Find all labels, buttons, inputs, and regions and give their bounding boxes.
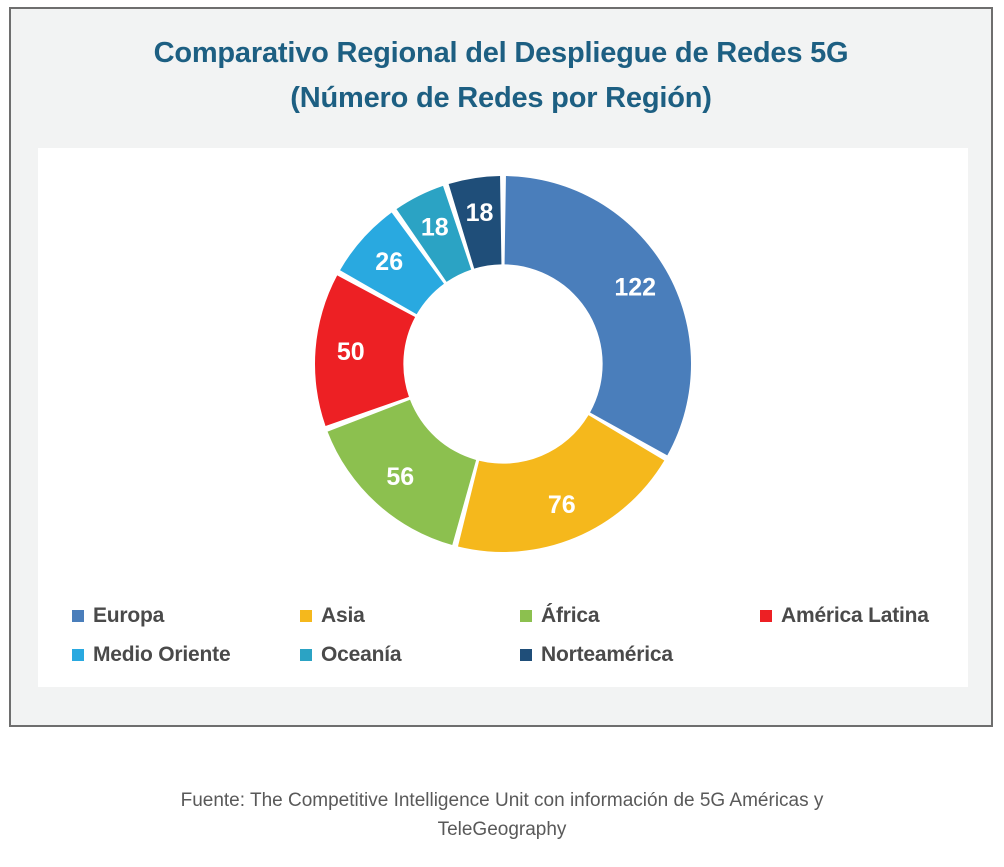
source-note-line-2: TeleGeography bbox=[437, 819, 567, 841]
donut-slice-asia[interactable] bbox=[457, 415, 665, 552]
legend-row-2: Medio Oriente Oceanía Norteamérica bbox=[72, 635, 962, 674]
legend-label: Asia bbox=[321, 603, 365, 627]
legend-item-oceanía[interactable]: Oceanía bbox=[300, 635, 402, 674]
donut-label-group: 122 76 56 50 26 18 18 bbox=[337, 199, 656, 519]
chart-legend: Europa Asia África América Latina Medio Ori… bbox=[72, 596, 962, 674]
legend-label: Oceanía bbox=[321, 642, 402, 666]
donut-value-label: 50 bbox=[337, 338, 365, 366]
donut-slice-américa-latina[interactable] bbox=[315, 275, 416, 427]
legend-swatch-icon bbox=[520, 609, 532, 622]
legend-label: América Latina bbox=[781, 603, 929, 627]
legend-swatch-icon bbox=[300, 609, 312, 622]
donut-value-label: 56 bbox=[386, 463, 414, 491]
donut-slice-europa[interactable] bbox=[504, 176, 691, 456]
legend-item-norteamérica[interactable]: Norteamérica bbox=[520, 635, 673, 674]
legend-swatch-icon bbox=[300, 648, 312, 661]
legend-row-1: Europa Asia África América Latina bbox=[72, 596, 962, 635]
chart-panel: 122 76 56 50 26 18 18 Europa Asia África América … bbox=[38, 148, 968, 687]
legend-label: Medio Oriente bbox=[93, 642, 231, 666]
legend-swatch-icon bbox=[520, 648, 532, 661]
legend-swatch-icon bbox=[72, 648, 84, 661]
donut-slice-medio-oriente[interactable] bbox=[340, 212, 444, 315]
legend-swatch-icon bbox=[760, 609, 772, 622]
legend-item-américa-latina[interactable]: América Latina bbox=[760, 596, 929, 635]
donut-slice-oceanía[interactable] bbox=[396, 185, 472, 282]
chart-title-line-2: (Número de Redes por Región) bbox=[290, 81, 712, 114]
donut-chart: 122 76 56 50 26 18 18 bbox=[38, 148, 968, 568]
legend-label: Europa bbox=[93, 603, 165, 627]
legend-item-áfrica[interactable]: África bbox=[520, 596, 600, 635]
donut-slice-áfrica[interactable] bbox=[327, 399, 477, 546]
page-title: Comparativo Regional del Despliegue de R… bbox=[11, 31, 991, 121]
legend-label: Norteamérica bbox=[541, 642, 673, 666]
source-note-line-1: Fuente: The Competitive Intelligence Uni… bbox=[180, 790, 824, 811]
donut-chart-svg: 122 76 56 50 26 18 18 bbox=[315, 176, 691, 552]
legend-item-europa[interactable]: Europa bbox=[72, 596, 164, 635]
donut-value-label: 26 bbox=[375, 248, 403, 276]
legend-item-medio-oriente[interactable]: Medio Oriente bbox=[72, 635, 231, 674]
legend-label: África bbox=[541, 603, 600, 627]
source-note: Fuente: The Competitive Intelligence Uni… bbox=[0, 786, 1004, 845]
donut-value-label: 122 bbox=[614, 274, 656, 302]
figure-frame: Comparativo Regional del Despliegue de R… bbox=[9, 7, 993, 727]
legend-swatch-icon bbox=[72, 609, 84, 622]
chart-title-line-1: Comparativo Regional del Despliegue de R… bbox=[153, 37, 849, 69]
donut-slice-group bbox=[315, 176, 691, 552]
donut-slice-norteamérica[interactable] bbox=[448, 176, 502, 269]
donut-value-label: 76 bbox=[548, 491, 576, 519]
donut-value-label: 18 bbox=[466, 199, 494, 227]
donut-value-label: 18 bbox=[421, 213, 449, 241]
legend-item-asia[interactable]: Asia bbox=[300, 596, 365, 635]
